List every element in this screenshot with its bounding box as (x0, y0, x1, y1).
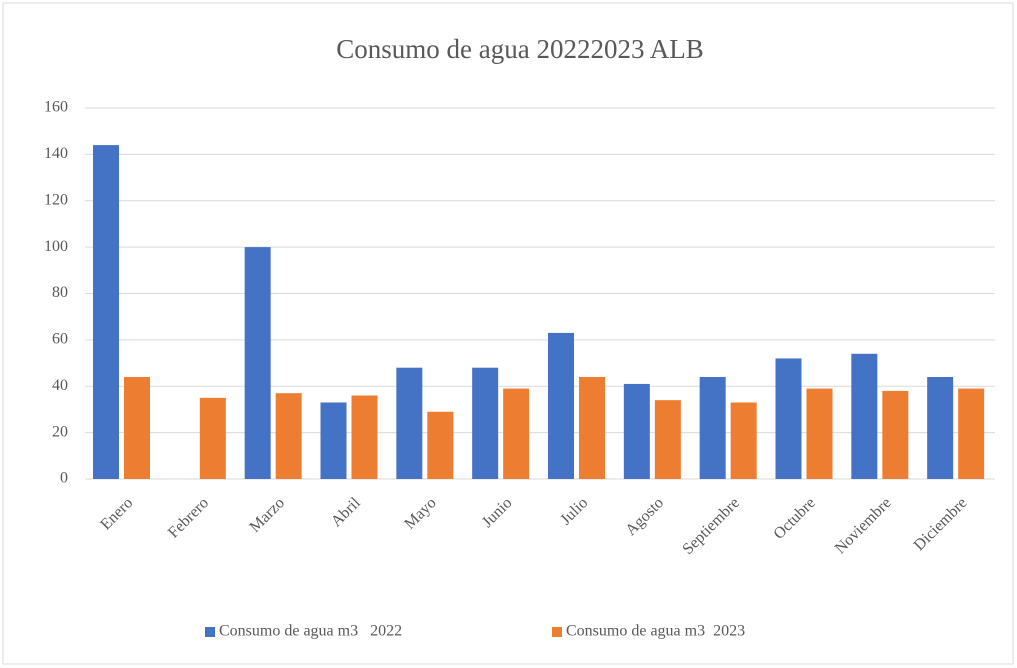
bar (958, 388, 985, 479)
y-tick-label: 160 (44, 99, 68, 116)
y-tick-label: 0 (60, 470, 68, 487)
bar (472, 367, 499, 479)
bar (806, 388, 833, 479)
bar (851, 353, 878, 479)
y-tick-label: 40 (52, 377, 68, 394)
bar (775, 358, 802, 479)
legend-swatch (552, 627, 562, 637)
y-tick-label: 120 (44, 191, 68, 208)
y-tick-label: 80 (52, 284, 68, 301)
y-tick-label: 100 (44, 238, 68, 255)
legend-label: Consumo de agua m3 2023 (566, 623, 745, 640)
bar (320, 402, 347, 479)
bar (124, 376, 150, 479)
bar (199, 397, 226, 479)
y-tick-label: 60 (52, 331, 68, 348)
bar (351, 395, 378, 479)
y-tick-label: 140 (44, 145, 68, 162)
bar (882, 390, 909, 479)
bar (730, 402, 757, 479)
legend-swatch (205, 627, 215, 637)
bar (396, 367, 423, 479)
bar (623, 383, 650, 479)
bar (654, 400, 681, 479)
bar (93, 145, 119, 479)
bar (275, 393, 302, 479)
bar (427, 411, 454, 479)
legend-label: Consumo de agua m3 2022 (219, 623, 402, 640)
bar (244, 247, 271, 479)
bar (579, 376, 605, 479)
chart-title: Consumo de agua 20222023 ALB (336, 34, 703, 64)
bar (503, 388, 530, 479)
bar (699, 376, 726, 479)
bar (548, 332, 574, 479)
bar (927, 376, 954, 479)
y-tick-label: 20 (52, 423, 68, 440)
